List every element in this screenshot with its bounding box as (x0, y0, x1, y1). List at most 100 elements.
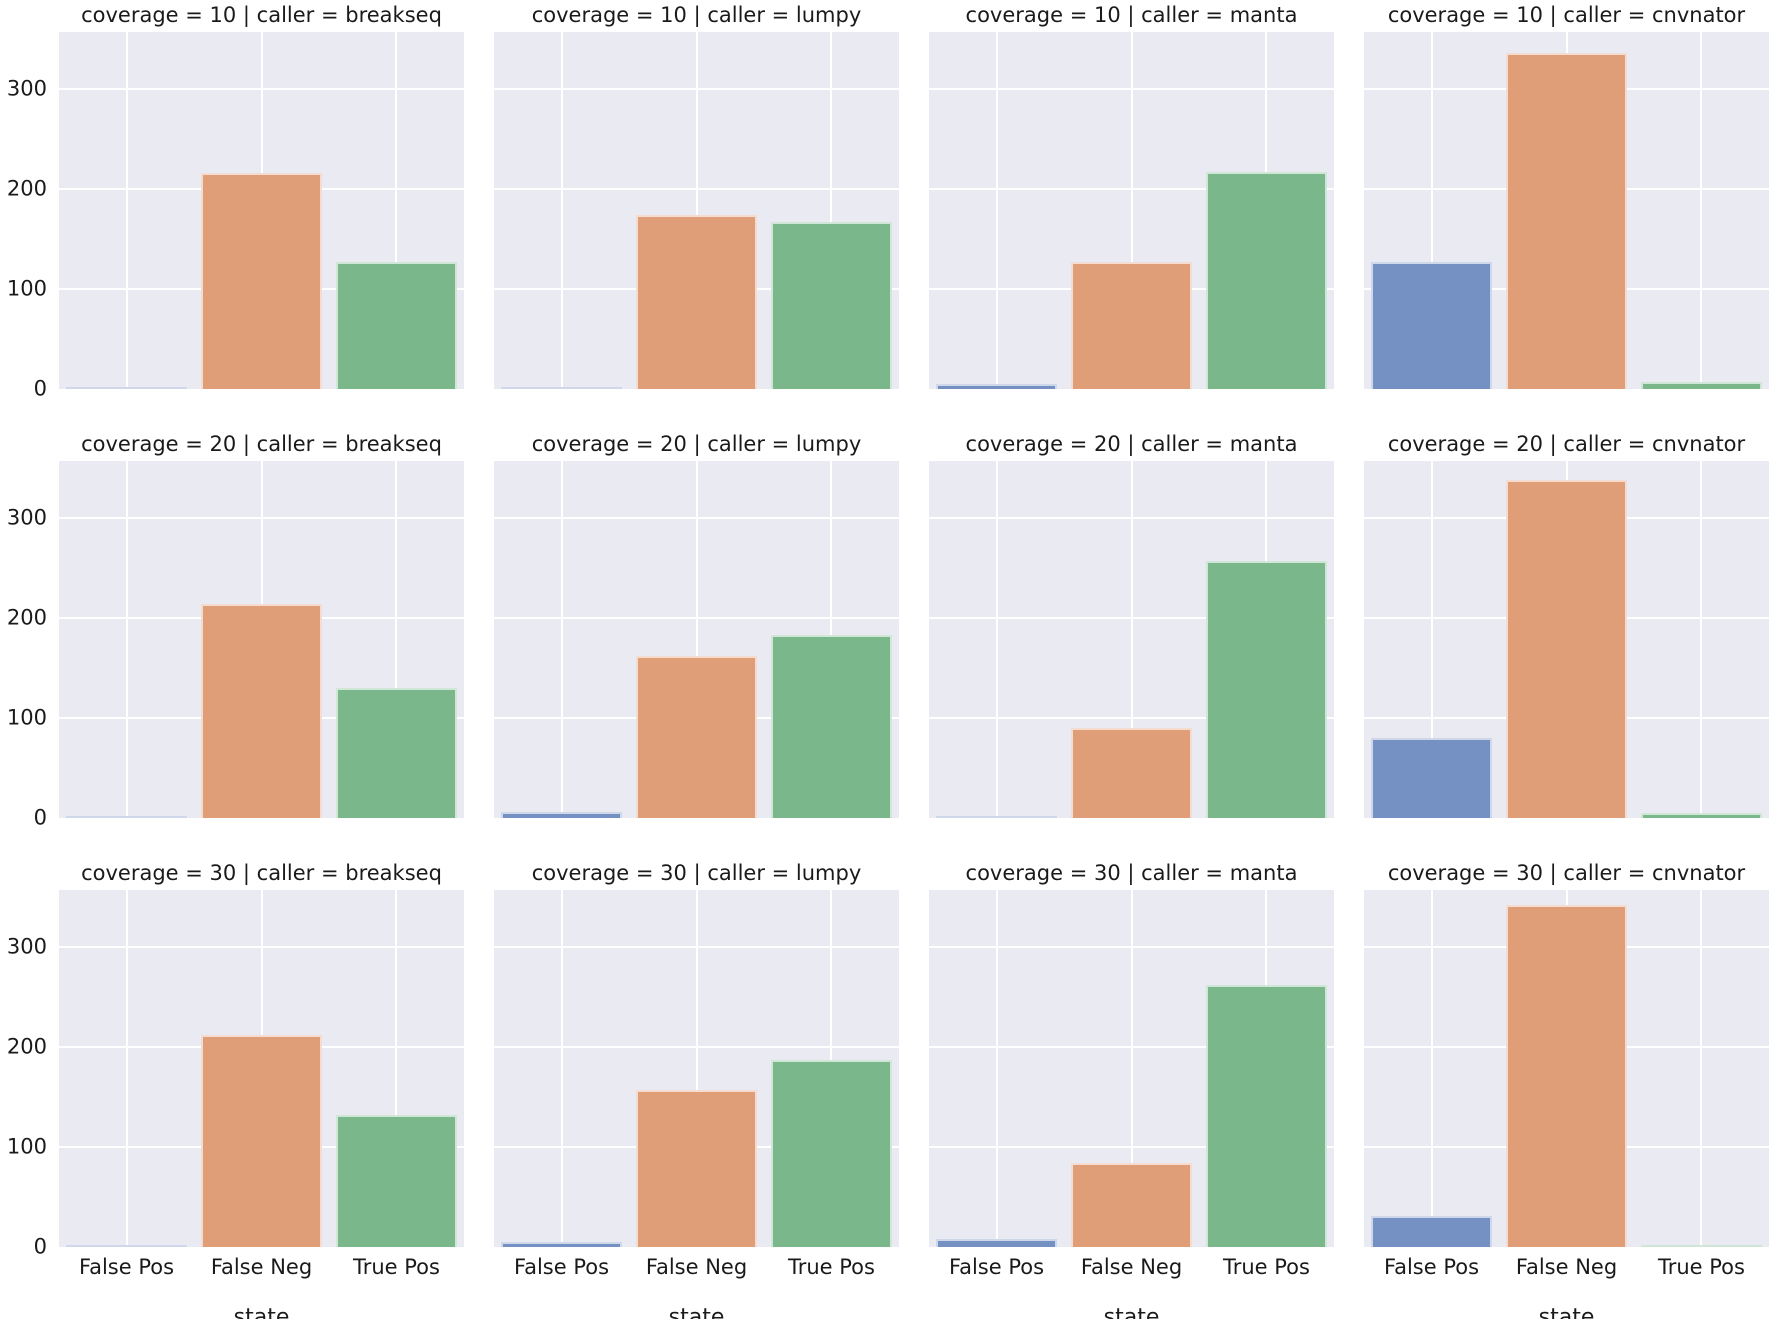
x-gridline (830, 32, 833, 389)
x-gridline (995, 32, 998, 389)
facet-title: coverage = 30 | caller = manta (965, 861, 1298, 885)
bar-false-pos (500, 812, 623, 818)
bar-true-pos (335, 1115, 458, 1247)
bar-false-pos (1370, 738, 1493, 818)
facet-cell: coverage = 10 | caller = breakseq 0 100 20… (7, 0, 464, 399)
bar-false-pos (65, 816, 188, 818)
facet-cell: coverage = 10 | caller = manta (929, 0, 1334, 389)
y-tick-label: 300 (6, 76, 47, 101)
bar-true-pos (770, 222, 893, 389)
plot-wrap (1364, 890, 1769, 1247)
plot-area (494, 461, 899, 818)
bar-false-pos (65, 387, 188, 389)
x-tick-label-false-neg: False Neg (645, 1255, 748, 1279)
facet-cell: coverage = 10 | caller = cnvnator (1364, 0, 1769, 389)
plot-wrap (929, 461, 1334, 818)
bar-true-pos (1640, 382, 1763, 389)
facet-cell: coverage = 30 | caller = cnvnator False … (1364, 858, 1769, 1319)
x-axis-label: state (1103, 1305, 1160, 1319)
facet-title: coverage = 30 | caller = lumpy (531, 861, 862, 885)
y-tick-label: 0 (33, 1234, 47, 1259)
x-gridline (695, 32, 698, 389)
x-gridline (560, 32, 563, 389)
facet-cell: coverage = 30 | caller = lumpy False Pos… (494, 858, 899, 1319)
plot-wrap (929, 32, 1334, 389)
bar-false-neg (1505, 53, 1628, 389)
facet-row-coverage-20: coverage = 20 | caller = breakseq 0 100 20… (7, 429, 1769, 828)
facet-cell: coverage = 20 | caller = manta (929, 429, 1334, 818)
plot-area (494, 32, 899, 389)
x-axis-label: state (668, 1305, 725, 1319)
bar-true-pos (335, 688, 458, 818)
bar-false-neg (1070, 262, 1193, 389)
bar-true-pos (1205, 561, 1328, 818)
x-tick-label-false-pos: False Pos (1383, 1255, 1480, 1279)
x-gridline (695, 461, 698, 818)
plot-wrap (494, 461, 899, 818)
y-tick-label: 200 (6, 176, 47, 201)
plot-wrap (929, 890, 1334, 1247)
x-gridline (1700, 890, 1703, 1247)
x-axis-label: state (233, 1305, 290, 1319)
x-tick-label-false-neg: False Neg (210, 1255, 313, 1279)
x-tick-label-false-pos: False Pos (948, 1255, 1045, 1279)
bar-false-pos (935, 816, 1058, 818)
bar-false-neg (635, 1090, 758, 1247)
x-gridline (395, 890, 398, 1247)
x-gridline (1130, 32, 1133, 389)
bar-false-neg (1505, 480, 1628, 818)
facet-title: coverage = 30 | caller = cnvnator (1387, 861, 1746, 885)
bar-false-neg (635, 656, 758, 818)
plot-wrap (494, 32, 899, 389)
y-tick-label: 200 (6, 1034, 47, 1059)
x-axis-label: state (1538, 1305, 1595, 1319)
facet-title: coverage = 10 | caller = breakseq (81, 3, 442, 27)
x-gridline (125, 461, 128, 818)
y-tick-label: 0 (33, 376, 47, 401)
facet-title: coverage = 10 | caller = manta (965, 3, 1298, 27)
x-tick-label-true-pos: True Pos (1657, 1255, 1745, 1279)
bar-false-pos (935, 384, 1058, 389)
plot-wrap (1364, 32, 1769, 389)
plot-wrap (1364, 461, 1769, 818)
plot-area (59, 890, 464, 1247)
x-gridline (560, 890, 563, 1247)
x-tick-label-true-pos: True Pos (352, 1255, 440, 1279)
y-tick-label: 100 (6, 1134, 47, 1159)
facet-row-coverage-10: coverage = 10 | caller = breakseq 0 100 20… (7, 0, 1769, 399)
x-axis-ticks: False Pos False Neg True Pos (494, 1255, 899, 1299)
x-gridline (125, 890, 128, 1247)
y-tick-label: 200 (6, 605, 47, 630)
x-gridline (995, 890, 998, 1247)
x-tick-label-false-neg: False Neg (1080, 1255, 1183, 1279)
plot-area (929, 890, 1334, 1247)
y-tick-label: 300 (6, 505, 47, 530)
bar-false-neg (1505, 905, 1628, 1247)
x-gridline (560, 461, 563, 818)
bar-true-pos (1640, 813, 1763, 818)
x-gridline (1130, 890, 1133, 1247)
x-gridline (125, 32, 128, 389)
plot-area (929, 32, 1334, 389)
facet-title: coverage = 10 | caller = cnvnator (1387, 3, 1746, 27)
facet-title: coverage = 20 | caller = cnvnator (1387, 432, 1746, 456)
facet-title: coverage = 20 | caller = lumpy (531, 432, 862, 456)
plot-area (59, 32, 464, 389)
x-gridline (995, 461, 998, 818)
bar-false-neg (1070, 728, 1193, 818)
facet-cell: coverage = 20 | caller = lumpy (494, 429, 899, 818)
facet-title: coverage = 20 | caller = manta (965, 432, 1298, 456)
bar-true-pos (1205, 172, 1328, 389)
facet-cell: coverage = 20 | caller = breakseq 0 100 20… (7, 429, 464, 828)
x-gridline (1430, 461, 1433, 818)
facet-cell: coverage = 10 | caller = lumpy (494, 0, 899, 389)
x-tick-label-false-neg: False Neg (1515, 1255, 1618, 1279)
bar-false-pos (1370, 262, 1493, 389)
x-tick-label-false-pos: False Pos (513, 1255, 610, 1279)
bar-true-pos (770, 1060, 893, 1247)
bar-false-pos (65, 1245, 188, 1247)
facet-row-coverage-30: coverage = 30 | caller = breakseq 0 100 20… (7, 858, 1769, 1319)
x-gridline (395, 461, 398, 818)
plot-area (494, 890, 899, 1247)
